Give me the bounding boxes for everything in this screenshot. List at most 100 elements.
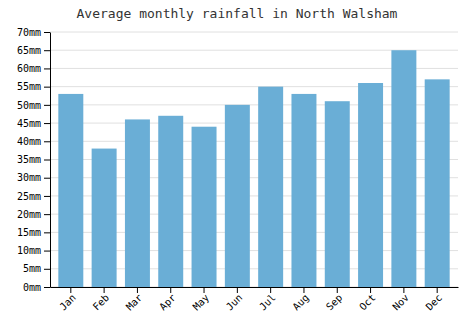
tick: 30mm	[17, 172, 50, 183]
tick: 25mm	[17, 191, 50, 202]
tick-label: Jul	[257, 292, 278, 313]
tick-mark	[44, 232, 50, 233]
title: Average monthly rainfall in North Walsha…	[77, 6, 398, 21]
tick-mark	[170, 287, 171, 293]
tick-mark	[303, 287, 304, 293]
tick: Jun	[224, 287, 245, 313]
tick-label: Sep	[324, 292, 345, 313]
tick: 40mm	[17, 136, 50, 147]
tick-label: 60mm	[17, 63, 41, 74]
tick-mark	[44, 178, 50, 179]
tick: 65mm	[17, 45, 50, 56]
tick: 20mm	[17, 209, 50, 220]
tick-mark	[44, 32, 50, 33]
tick-label: 70mm	[17, 27, 41, 38]
tick-mark	[44, 68, 50, 69]
tick-mark	[44, 269, 50, 270]
y-axis: 0mm 5mm 10mm 15mm 20mm 25mm 30mm 35mm 40mm 45mm 50…	[17, 27, 51, 293]
tick-mark	[237, 287, 238, 293]
tick-mark	[104, 287, 105, 293]
tick-label: Oct	[357, 292, 378, 313]
tick-mark	[44, 123, 50, 124]
tick-label: Feb	[91, 292, 112, 313]
tick-mark	[44, 287, 50, 288]
axis-line	[50, 33, 51, 288]
chart: Average monthly rainfall in North Walsha…	[0, 0, 474, 331]
tick-label: 65mm	[17, 45, 41, 56]
tick: Mar	[124, 287, 145, 313]
tick: Feb	[91, 287, 112, 313]
tick-label: Apr	[157, 292, 178, 313]
tick-mark	[270, 287, 271, 293]
bar	[258, 87, 283, 287]
bar	[225, 105, 250, 287]
tick-label: 35mm	[17, 154, 41, 165]
tick-mark	[44, 196, 50, 197]
tick: Oct	[357, 287, 378, 313]
tick-mark	[370, 287, 371, 293]
tick-mark	[403, 287, 404, 293]
tick-label: 15mm	[17, 227, 41, 238]
tick-label: Dec	[424, 292, 445, 313]
tick-label: 45mm	[17, 118, 41, 129]
tick-mark	[337, 287, 338, 293]
tick: 5mm	[23, 263, 50, 274]
bars	[58, 50, 449, 287]
tick-mark	[44, 50, 50, 51]
tick-label: 0mm	[23, 282, 41, 293]
bar	[358, 83, 383, 287]
tick: Sep	[324, 287, 345, 313]
tick: Jul	[257, 287, 278, 313]
tick-label: Aug	[290, 292, 311, 313]
tick: Apr	[157, 287, 178, 313]
tick-mark	[437, 287, 438, 293]
tick: Aug	[290, 287, 311, 313]
tick: Dec	[424, 287, 445, 313]
tick: 10mm	[17, 245, 50, 256]
tick: May	[191, 287, 212, 313]
tick-label: Mar	[124, 292, 145, 313]
tick-label: 25mm	[17, 191, 41, 202]
plot: 0mm 5mm 10mm 15mm 20mm 25mm 30mm 35mm 40mm 45mm 50…	[17, 27, 459, 313]
tick-label: Jan	[57, 292, 78, 313]
bar	[291, 94, 316, 287]
tick-mark	[137, 287, 138, 293]
tick-mark	[44, 87, 50, 88]
tick: 70mm	[17, 27, 50, 38]
tick-label: 5mm	[23, 263, 41, 274]
tick: 60mm	[17, 63, 50, 74]
bar	[325, 101, 350, 287]
tick: 0mm	[23, 282, 50, 293]
bar	[92, 149, 117, 287]
tick: 15mm	[17, 227, 50, 238]
tick-label: 20mm	[17, 209, 41, 220]
bar	[158, 116, 183, 287]
tick-mark	[44, 251, 50, 252]
tick-label: 10mm	[17, 245, 41, 256]
bar	[391, 50, 416, 287]
tick: Nov	[390, 287, 411, 313]
tick-mark	[44, 141, 50, 142]
tick-label: 55mm	[17, 81, 41, 92]
grid	[50, 32, 458, 287]
tick-label: 30mm	[17, 172, 41, 183]
bar	[58, 94, 83, 287]
tick-mark	[70, 287, 71, 293]
tick: Jan	[57, 287, 78, 313]
tick-label: Nov	[390, 292, 411, 313]
tick: 35mm	[17, 154, 50, 165]
bar	[425, 79, 450, 287]
tick-mark	[44, 160, 50, 161]
tick-label: May	[191, 292, 212, 313]
tick-mark	[44, 214, 50, 215]
grid-line	[50, 32, 458, 33]
tick: 50mm	[17, 100, 50, 111]
bar	[192, 127, 217, 287]
axis-line	[51, 287, 459, 288]
tick: 45mm	[17, 118, 50, 129]
x-axis: Jan Feb Mar Apr May Jun Jul Aug Sep Oct Nov Dec	[51, 287, 459, 313]
tick-label: Jun	[224, 292, 245, 313]
tick-mark	[204, 287, 205, 293]
tick-label: 40mm	[17, 136, 41, 147]
tick-mark	[44, 105, 50, 106]
